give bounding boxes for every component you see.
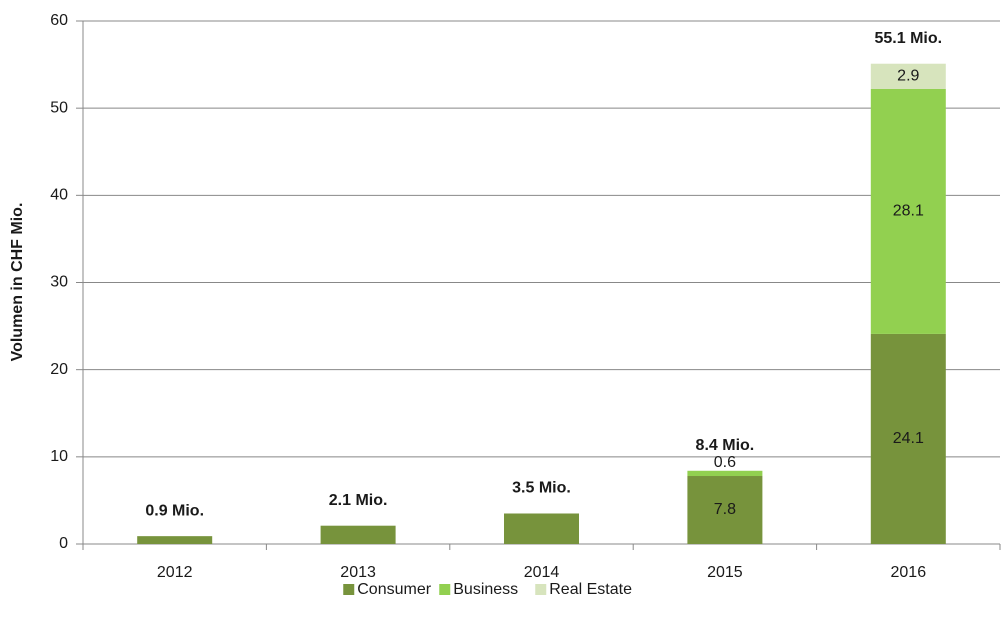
legend-swatch xyxy=(343,584,355,595)
bar-segment xyxy=(504,513,579,544)
data-label: 28.1 xyxy=(893,203,924,220)
y-tick-label: 20 xyxy=(50,361,68,378)
data-label: 0.6 xyxy=(714,454,736,471)
data-label: 2.9 xyxy=(897,68,919,85)
y-tick-label: 40 xyxy=(50,187,68,204)
bar-segment xyxy=(687,476,763,544)
x-tick-label: 2016 xyxy=(891,564,927,581)
bar-segment xyxy=(870,333,946,544)
legend-label: Real Estate xyxy=(549,581,632,598)
x-tick-label: 2012 xyxy=(157,564,193,581)
y-axis-label: Volumen in CHF Mio. xyxy=(9,203,26,362)
legend-swatch xyxy=(439,584,451,595)
x-tick-label: 2015 xyxy=(707,564,743,581)
total-label: 55.1 Mio. xyxy=(875,30,943,47)
x-tick-label: 2014 xyxy=(524,564,560,581)
bar-segment xyxy=(320,525,396,544)
data-label: 7.8 xyxy=(714,501,736,518)
x-tick-label: 2013 xyxy=(340,564,376,581)
total-label: 2.1 Mio. xyxy=(329,492,388,509)
data-label: 24.1 xyxy=(893,430,924,447)
legend-label: Consumer xyxy=(357,581,431,598)
y-tick-label: 0 xyxy=(59,535,68,552)
bar-segment xyxy=(870,63,946,89)
y-tick-label: 60 xyxy=(50,12,68,29)
bar-segment xyxy=(687,470,763,477)
bar-segment xyxy=(870,88,946,334)
legend-swatch xyxy=(535,584,547,595)
y-tick-label: 30 xyxy=(50,274,68,291)
bar-segment xyxy=(137,536,213,544)
total-label: 3.5 Mio. xyxy=(512,480,571,497)
y-tick-label: 10 xyxy=(50,448,68,465)
y-tick-label: 50 xyxy=(50,99,68,116)
legend-label: Business xyxy=(453,581,518,598)
total-label: 0.9 Mio. xyxy=(145,502,204,519)
total-label: 8.4 Mio. xyxy=(696,437,755,454)
